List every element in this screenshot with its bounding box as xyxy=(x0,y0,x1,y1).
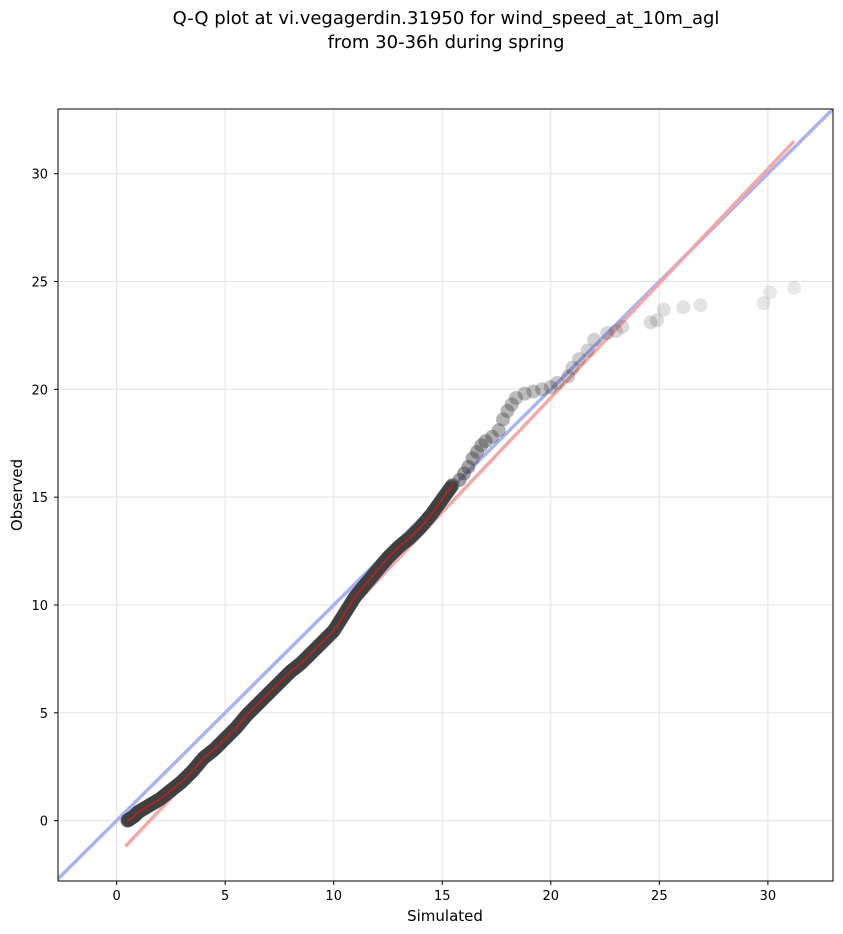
data-point xyxy=(650,313,665,328)
data-point xyxy=(509,390,524,405)
y-tick-label: 25 xyxy=(31,276,48,291)
x-tick-label: 25 xyxy=(651,889,668,904)
y-axis-ticks: 0 5 10 15 20 25 30 xyxy=(31,168,58,830)
data-point xyxy=(550,375,565,390)
y-tick-label: 30 xyxy=(31,168,48,183)
data-point xyxy=(465,451,480,466)
x-axis-label: Simulated xyxy=(407,907,483,925)
plot-area xyxy=(58,109,833,881)
dense-fit-trace xyxy=(126,483,454,822)
data-point xyxy=(478,434,493,449)
y-tick-label: 10 xyxy=(31,599,48,614)
plot-frame xyxy=(57,108,834,882)
data-point xyxy=(587,332,602,347)
dense-quantile-points xyxy=(120,478,460,828)
y-tick-label: 15 xyxy=(31,491,48,506)
data-point xyxy=(491,423,506,438)
data-point xyxy=(580,343,595,358)
data-point xyxy=(456,466,471,481)
data-point xyxy=(643,315,658,330)
data-point xyxy=(517,386,532,401)
data-point xyxy=(485,429,500,444)
x-tick-label: 10 xyxy=(325,889,342,904)
data-point xyxy=(608,324,623,339)
x-tick-label: 0 xyxy=(112,889,120,904)
tail-quantile-points xyxy=(452,280,801,487)
data-point xyxy=(786,280,801,295)
data-point xyxy=(693,298,708,313)
x-tick-label: 20 xyxy=(543,889,560,904)
data-point xyxy=(656,302,671,317)
data-point xyxy=(469,444,484,459)
data-point xyxy=(461,459,476,474)
data-point xyxy=(565,360,580,375)
data-point xyxy=(500,403,515,418)
data-point xyxy=(526,384,541,399)
x-axis-ticks: 0 5 10 15 20 25 30 xyxy=(112,881,776,904)
data-point xyxy=(615,319,630,334)
data-point xyxy=(452,472,467,487)
x-tick-label: 15 xyxy=(434,889,451,904)
data-point xyxy=(572,352,587,367)
chart-title: Q-Q plot at vi.vegagerdin.31950 for wind… xyxy=(173,8,720,53)
data-point xyxy=(496,412,511,427)
y-tick-label: 5 xyxy=(40,707,48,722)
data-point xyxy=(763,285,778,300)
chart-title-line-1: Q-Q plot at vi.vegagerdin.31950 for wind… xyxy=(173,8,720,29)
data-point xyxy=(676,300,691,315)
y-axis-label: Observed xyxy=(8,459,26,531)
chart-title-line-2: from 30-36h during spring xyxy=(328,32,565,53)
data-point xyxy=(504,397,519,412)
data-point xyxy=(543,380,558,395)
y-tick-label: 20 xyxy=(31,383,48,398)
data-point xyxy=(756,296,771,311)
y-tick-label: 0 xyxy=(40,815,48,830)
data-point xyxy=(600,326,615,341)
grid-lines xyxy=(58,109,833,881)
data-point xyxy=(561,369,576,384)
data-point xyxy=(474,438,489,453)
x-tick-label: 5 xyxy=(221,889,229,904)
x-tick-label: 30 xyxy=(760,889,777,904)
data-point xyxy=(535,382,550,397)
